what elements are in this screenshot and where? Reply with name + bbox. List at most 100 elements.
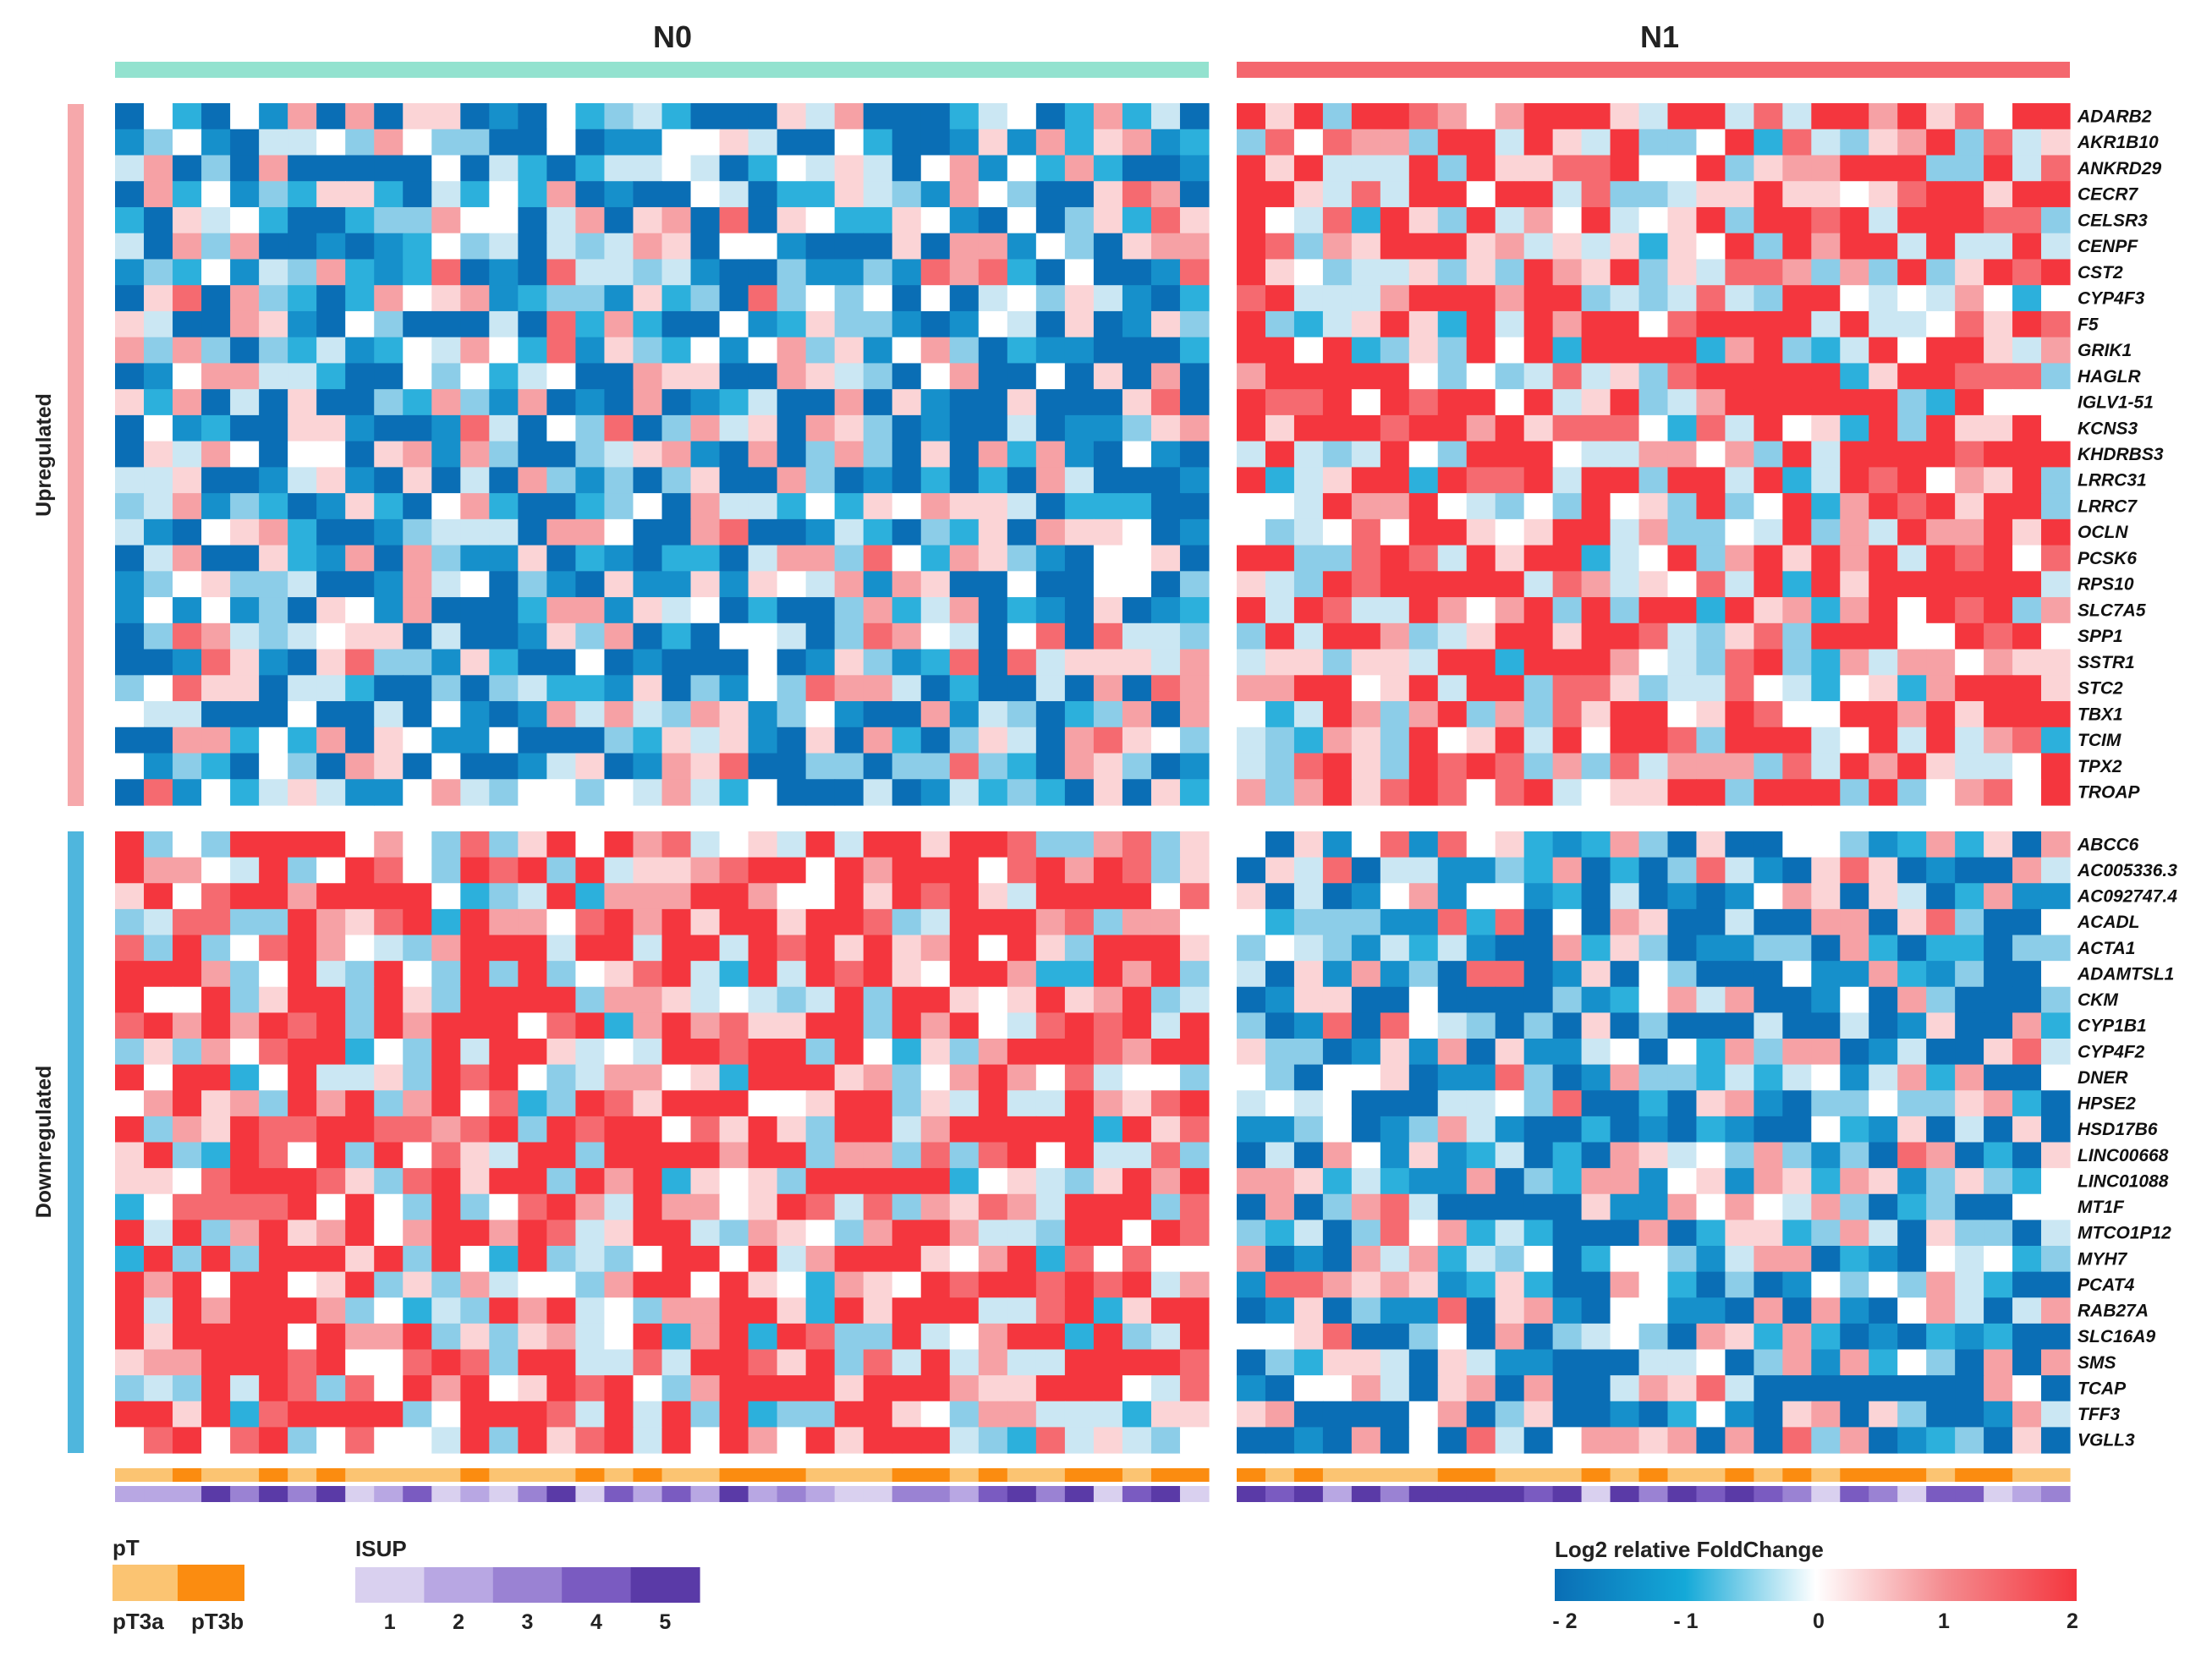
heatmap-cell bbox=[1237, 857, 1266, 884]
heatmap-cell bbox=[403, 1375, 432, 1402]
heatmap-cell bbox=[690, 831, 721, 858]
heatmap-cell bbox=[1064, 1375, 1095, 1402]
heatmap-cell bbox=[1293, 441, 1324, 468]
heatmap-cell bbox=[805, 1012, 836, 1039]
heatmap-cell bbox=[1696, 337, 1726, 365]
heatmap-cell bbox=[1466, 493, 1496, 520]
heatmap-cell bbox=[719, 1220, 749, 1247]
heatmap-cell bbox=[1408, 1116, 1439, 1143]
isup-track-cell bbox=[633, 1486, 663, 1502]
heatmap-cell bbox=[1122, 1323, 1152, 1351]
heatmap-cell bbox=[1007, 1297, 1037, 1324]
heatmap-cell bbox=[1840, 285, 1869, 312]
heatmap-cell bbox=[892, 1142, 922, 1169]
heatmap-cell bbox=[316, 285, 346, 312]
isup-legend-swatch bbox=[355, 1567, 425, 1603]
heatmap-cell bbox=[777, 545, 807, 572]
heatmap-cell bbox=[1552, 1193, 1583, 1220]
heatmap-cell bbox=[1696, 441, 1726, 468]
heatmap-cell bbox=[115, 1116, 145, 1143]
isup-track-cell bbox=[1840, 1486, 1869, 1502]
heatmap-cell bbox=[777, 1323, 807, 1351]
heatmap-cell bbox=[1437, 831, 1468, 858]
heatmap-cell bbox=[1265, 622, 1295, 650]
heatmap-cell bbox=[1265, 649, 1295, 676]
heatmap-cell bbox=[115, 285, 145, 312]
heatmap-cell bbox=[460, 1246, 490, 1273]
heatmap-cell bbox=[748, 857, 778, 884]
heatmap-cell bbox=[1179, 1012, 1210, 1039]
heatmap-cell bbox=[316, 701, 346, 728]
heatmap-cell bbox=[863, 233, 893, 260]
heatmap-cell bbox=[1035, 1039, 1066, 1066]
heatmap-cell bbox=[1150, 986, 1181, 1013]
heatmap-cell bbox=[2041, 986, 2071, 1013]
heatmap-cell bbox=[2012, 1401, 2042, 1428]
heatmap-cell bbox=[949, 1271, 980, 1298]
isup-annotation-track bbox=[115, 1486, 2071, 1502]
heatmap-cell bbox=[316, 649, 346, 676]
heatmap-cell bbox=[834, 233, 864, 260]
heatmap-cell bbox=[1495, 1220, 1525, 1247]
heatmap-cell bbox=[201, 181, 231, 208]
heatmap-cell bbox=[748, 1193, 778, 1220]
heatmap-cell bbox=[1237, 1349, 1266, 1376]
heatmap-cell bbox=[1754, 857, 1783, 884]
isup-track-cell bbox=[2041, 1486, 2071, 1502]
section-label-downregulated: Downregulated bbox=[32, 1066, 56, 1219]
heatmap-cell bbox=[1869, 1220, 1898, 1247]
heatmap-cell bbox=[1007, 285, 1037, 312]
heatmap-cell bbox=[1351, 206, 1381, 234]
heatmap-cell bbox=[460, 493, 490, 520]
heatmap-cell bbox=[1437, 727, 1468, 754]
heatmap-cell bbox=[1179, 389, 1210, 416]
heatmap-cell bbox=[288, 389, 317, 416]
heatmap-cell bbox=[604, 908, 634, 936]
heatmap-cell bbox=[1122, 467, 1152, 494]
heatmap-cell bbox=[1523, 1427, 1554, 1454]
heatmap-cell bbox=[1351, 649, 1381, 676]
heatmap-cell bbox=[1897, 908, 1927, 936]
heatmap-cell bbox=[345, 701, 375, 728]
heatmap-cell bbox=[316, 259, 346, 286]
heatmap-cell bbox=[2041, 181, 2071, 208]
heatmap-cell bbox=[978, 1427, 1008, 1454]
heatmap-cell bbox=[834, 259, 864, 286]
heatmap-cell bbox=[1552, 1142, 1583, 1169]
heatmap-cell bbox=[949, 961, 980, 988]
gene-label: ADARB2 bbox=[2077, 107, 2152, 126]
heatmap-cell bbox=[288, 493, 317, 520]
heatmap-cell bbox=[1322, 1168, 1353, 1195]
heatmap-cell bbox=[546, 518, 577, 546]
heatmap-cell bbox=[1667, 545, 1698, 572]
heatmap-cell bbox=[1984, 467, 2013, 494]
heatmap-cell bbox=[719, 518, 749, 546]
heatmap-cell bbox=[201, 467, 231, 494]
heatmap-cell bbox=[1466, 571, 1496, 598]
heatmap-cell bbox=[949, 883, 980, 910]
heatmap-cell bbox=[288, 1116, 317, 1143]
heatmap-cell bbox=[1237, 414, 1266, 442]
heatmap-cell bbox=[2041, 155, 2071, 182]
heatmap-cell bbox=[518, 1064, 547, 1091]
heatmap-cell bbox=[431, 441, 461, 468]
heatmap-cell bbox=[489, 414, 519, 442]
heatmap-cell bbox=[1926, 1375, 1956, 1402]
heatmap-cell bbox=[1035, 1090, 1066, 1117]
heatmap-cell bbox=[1351, 337, 1381, 365]
heatmap-cell bbox=[1552, 363, 1583, 390]
heatmap-cell bbox=[1437, 1168, 1468, 1195]
heatmap-cell bbox=[1265, 129, 1295, 156]
heatmap-cell bbox=[748, 545, 778, 572]
heatmap-cell bbox=[230, 935, 260, 962]
heatmap-cell bbox=[546, 285, 577, 312]
heatmap-cell bbox=[633, 1012, 663, 1039]
heatmap-cell bbox=[1725, 1246, 1754, 1273]
heatmap-cell bbox=[892, 1220, 922, 1247]
heatmap-cell bbox=[1955, 779, 1984, 806]
heatmap-cell bbox=[115, 441, 145, 468]
isup-legend-label: 3 bbox=[522, 1610, 534, 1634]
pt-track-cell bbox=[1811, 1468, 1841, 1482]
heatmap-cell bbox=[1840, 1375, 1869, 1402]
